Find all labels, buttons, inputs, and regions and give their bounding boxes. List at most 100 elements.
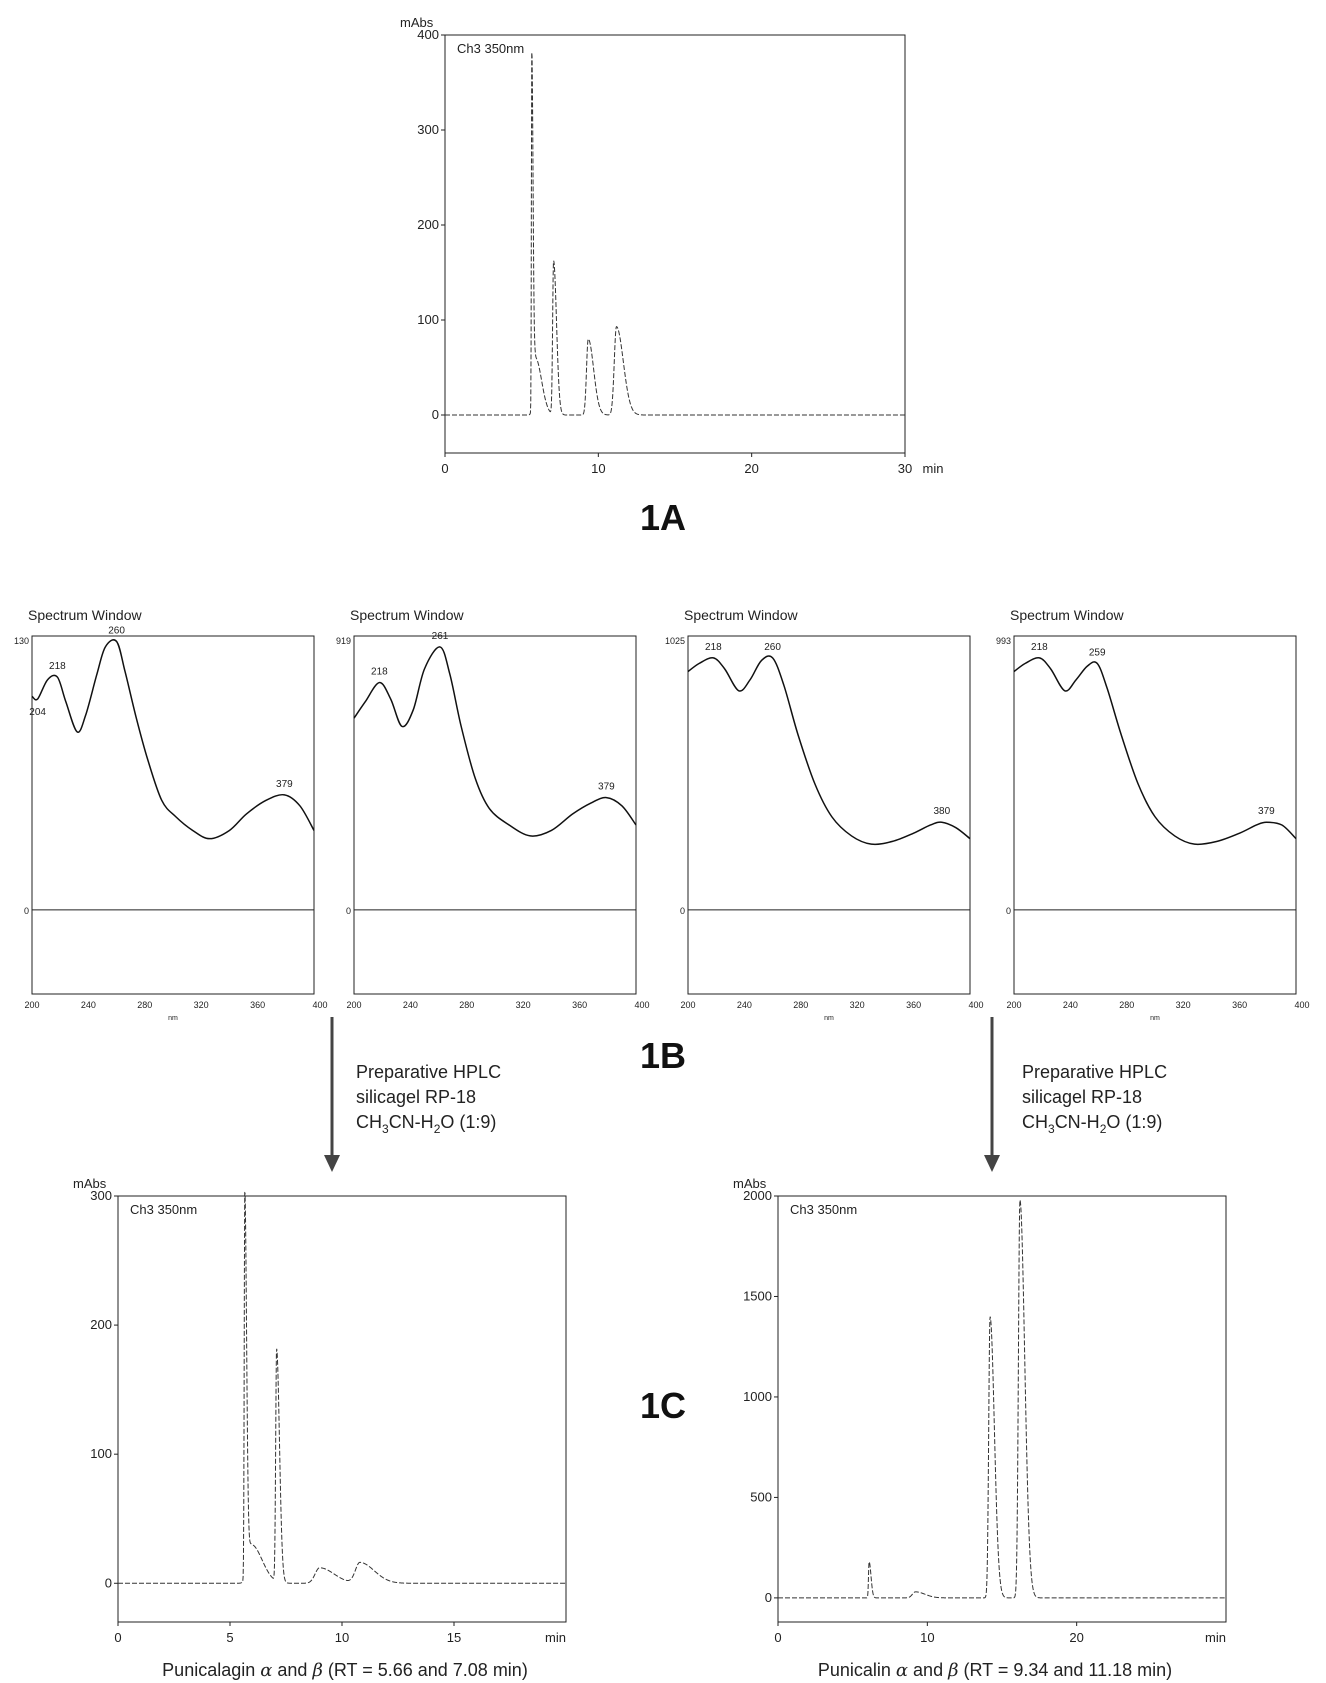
x-tick-label: 320 xyxy=(516,1000,531,1010)
x-axis-unit: min xyxy=(923,461,944,476)
y-tick-label: 300 xyxy=(417,122,439,137)
spectrum-title: Spectrum Window xyxy=(28,607,142,623)
x-tick-label: 240 xyxy=(403,1000,418,1010)
y-axis-unit: mAbs xyxy=(400,15,434,30)
x-tick-label: 10 xyxy=(591,461,605,476)
x-tick-label: 400 xyxy=(312,1000,327,1010)
spectrum-trace xyxy=(1013,657,1297,846)
y-tick-label: 400 xyxy=(417,27,439,42)
chromatogram-1c-right: mAbs Ch3 350nm 0 500 1000 1500 2000 0 10 20 min xyxy=(733,1176,1227,1645)
y-max-label: 993 xyxy=(996,636,1011,646)
x-tick-label: 200 xyxy=(24,1000,39,1010)
note-line-2: silicagel RP-18 xyxy=(1022,1087,1142,1107)
x-axis-unit: min xyxy=(1205,1630,1226,1645)
peak-label: 379 xyxy=(598,782,615,793)
x-tick-label: 240 xyxy=(81,1000,96,1010)
note-line-3: CH3CN-H2O (1:9) xyxy=(356,1112,496,1136)
x-tick-label: 0 xyxy=(441,461,448,476)
spectrum-frame xyxy=(1013,635,1297,995)
channel-label: Ch3 350nm xyxy=(130,1202,197,1217)
y-tick-label: 0 xyxy=(105,1575,112,1590)
peak-label: 259 xyxy=(1089,647,1106,658)
x-tick-label: 20 xyxy=(1069,1630,1083,1645)
spectrum-window-2: Spectrum Window 919 0 200 240 280 320 360 400 218… xyxy=(336,607,650,1010)
x-axis-unit: nm xyxy=(1150,1015,1160,1022)
y-axis-unit: mAbs xyxy=(733,1176,767,1191)
caption-right: Punicalin α and β (RT = 9.34 and 11.18 m… xyxy=(818,1660,1172,1681)
spectrum-trace xyxy=(687,655,971,846)
x-tick-label: 0 xyxy=(774,1630,781,1645)
y-tick-label: 500 xyxy=(750,1489,772,1504)
y-tick-label: 100 xyxy=(417,312,439,327)
x-tick-label: 400 xyxy=(1294,1000,1309,1010)
peak-label: 260 xyxy=(108,625,125,636)
y-max-label: 1025 xyxy=(665,636,685,646)
note-line-1: Preparative HPLC xyxy=(1022,1062,1167,1082)
y-max-label: 919 xyxy=(336,636,351,646)
panel-label-1b: 1B xyxy=(640,1035,686,1076)
y-tick-label: 2000 xyxy=(743,1188,772,1203)
y-tick-label: 200 xyxy=(90,1317,112,1332)
spectrum-window-3: Spectrum Window 1025 0 200 240 280 320 360 400 nm… xyxy=(665,607,984,1022)
y-zero-label: 0 xyxy=(24,906,29,916)
x-tick-label: 360 xyxy=(572,1000,587,1010)
plot-frame xyxy=(444,34,906,454)
x-tick-label: 400 xyxy=(634,1000,649,1010)
x-tick-label: 10 xyxy=(920,1630,934,1645)
prep-hplc-note-left: Preparative HPLC silicagel RP-18 CH3CN-H… xyxy=(356,1062,501,1136)
chromatogram-trace xyxy=(118,1191,566,1584)
x-tick-label: 280 xyxy=(793,1000,808,1010)
spectrum-title: Spectrum Window xyxy=(684,607,798,623)
peak-label: 218 xyxy=(1031,642,1048,653)
prep-hplc-note-right: Preparative HPLC silicagel RP-18 CH3CN-H… xyxy=(1022,1062,1167,1136)
note-line-3: CH3CN-H2O (1:9) xyxy=(1022,1112,1162,1136)
spectrum-trace xyxy=(31,639,315,840)
y-zero-label: 0 xyxy=(680,906,685,916)
x-tick-label: 200 xyxy=(346,1000,361,1010)
spectrum-window-1: Spectrum Window 130 0 200 240 280 320 360 400 nm 2… xyxy=(14,607,328,1022)
chromatogram-trace xyxy=(445,52,905,416)
channel-label: Ch3 350nm xyxy=(790,1202,857,1217)
peak-label: 261 xyxy=(432,631,449,642)
spectrum-trace xyxy=(353,646,637,837)
x-tick-label: 30 xyxy=(898,461,912,476)
peak-label: 379 xyxy=(1258,806,1275,817)
x-axis-unit: min xyxy=(545,1630,566,1645)
peak-label: 260 xyxy=(764,642,781,653)
x-tick-label: 280 xyxy=(137,1000,152,1010)
y-tick-label: 0 xyxy=(432,407,439,422)
y-max-label: 130 xyxy=(14,636,29,646)
caption-left: Punicalagin α and β (RT = 5.66 and 7.08 … xyxy=(162,1660,528,1681)
x-tick-label: 360 xyxy=(1232,1000,1247,1010)
arrow-left xyxy=(324,1017,340,1172)
spectrum-title: Spectrum Window xyxy=(1010,607,1124,623)
x-tick-label: 10 xyxy=(335,1630,349,1645)
plot-frame xyxy=(117,1195,567,1623)
x-tick-label: 0 xyxy=(114,1630,121,1645)
x-tick-label: 280 xyxy=(1119,1000,1134,1010)
spectrum-window-4: Spectrum Window 993 0 200 240 280 320 360 400 nm 2… xyxy=(996,607,1310,1022)
y-axis-unit: mAbs xyxy=(73,1176,107,1191)
peak-label: 218 xyxy=(371,667,388,678)
peak-label: 380 xyxy=(933,806,950,817)
x-axis-unit: nm xyxy=(168,1015,178,1022)
x-tick-label: 320 xyxy=(850,1000,865,1010)
spectrum-frame xyxy=(687,635,971,995)
x-axis-unit: nm xyxy=(824,1015,834,1022)
x-tick-label: 200 xyxy=(1006,1000,1021,1010)
arrow-right xyxy=(984,1017,1000,1172)
x-tick-label: 240 xyxy=(1063,1000,1078,1010)
note-line-2: silicagel RP-18 xyxy=(356,1087,476,1107)
x-tick-label: 15 xyxy=(447,1630,461,1645)
x-tick-label: 200 xyxy=(680,1000,695,1010)
spectrum-frame xyxy=(353,635,637,995)
panel-label-1a: 1A xyxy=(640,497,686,538)
channel-label: Ch3 350nm xyxy=(457,41,524,56)
plot-frame xyxy=(777,1195,1227,1623)
y-zero-label: 0 xyxy=(1006,906,1011,916)
y-tick-label: 300 xyxy=(90,1188,112,1203)
y-tick-label: 1000 xyxy=(743,1389,772,1404)
y-zero-label: 0 xyxy=(346,906,351,916)
y-tick-label: 200 xyxy=(417,217,439,232)
x-tick-label: 320 xyxy=(1176,1000,1191,1010)
